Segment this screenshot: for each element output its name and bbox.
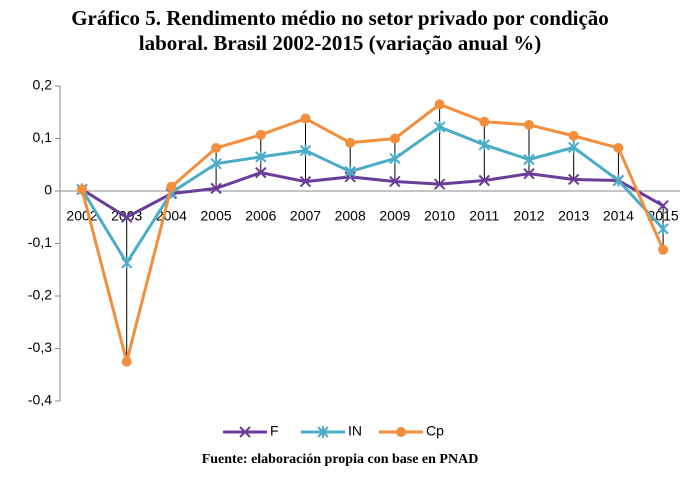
point [120, 211, 133, 223]
point [120, 256, 133, 269]
point [658, 244, 669, 255]
y-tick-label: 0,2 [33, 77, 53, 93]
point [210, 182, 222, 195]
x-tick-label: 2009 [379, 208, 410, 224]
x-tick-label: 2011 [469, 208, 499, 224]
series-line [80, 102, 665, 363]
point [299, 175, 312, 188]
point [523, 153, 535, 166]
point [299, 144, 312, 157]
point [567, 141, 580, 154]
point [255, 166, 267, 179]
point [612, 174, 625, 187]
y-tick-label: -0,3 [28, 339, 52, 355]
point [300, 113, 311, 124]
point [389, 152, 401, 165]
y-tick-label: -0,1 [28, 234, 52, 250]
point [433, 120, 446, 133]
point [478, 138, 491, 151]
chart-title: Gráfico 5. Rendimento médio no setor pri… [71, 6, 609, 55]
point [121, 356, 132, 367]
point [166, 181, 177, 192]
series-line [80, 125, 665, 266]
y-tick-label: 0,1 [33, 129, 53, 145]
x-tick-label: 2006 [245, 208, 276, 224]
y-tick-label: -0,4 [28, 392, 52, 408]
point [657, 199, 669, 212]
y-tick-label: 0 [44, 182, 52, 198]
point [210, 157, 222, 170]
legend-label: IN [348, 423, 362, 439]
legend-label: F [270, 423, 279, 439]
x-tick-label: 2008 [335, 208, 366, 224]
legend-marker [396, 427, 406, 437]
point [389, 133, 400, 144]
point [523, 167, 535, 180]
x-tick-label: 2005 [201, 208, 232, 224]
legend-marker [239, 426, 251, 438]
point [345, 137, 356, 148]
point [344, 165, 356, 178]
point [479, 116, 490, 127]
point [524, 119, 534, 130]
legend-label: Cp [426, 423, 444, 439]
point [433, 178, 446, 190]
point [478, 174, 491, 187]
point [568, 130, 579, 141]
x-tick-label: 2012 [513, 208, 544, 224]
point [657, 222, 669, 235]
footnote: Fuente: elaboración propia con base en P… [201, 452, 479, 467]
point [567, 173, 580, 186]
point [77, 184, 87, 195]
y-tick-label: -0,2 [28, 287, 52, 303]
series-line [81, 171, 664, 219]
point [255, 150, 267, 163]
point [211, 142, 222, 153]
point [434, 99, 445, 110]
legend-marker [317, 426, 329, 438]
x-tick-label: 2014 [603, 208, 634, 224]
point [389, 175, 401, 188]
x-tick-label: 2010 [424, 208, 455, 224]
point [255, 129, 266, 140]
x-tick-label: 2007 [290, 208, 321, 224]
point [613, 142, 624, 153]
x-tick-label: 2013 [558, 208, 589, 224]
